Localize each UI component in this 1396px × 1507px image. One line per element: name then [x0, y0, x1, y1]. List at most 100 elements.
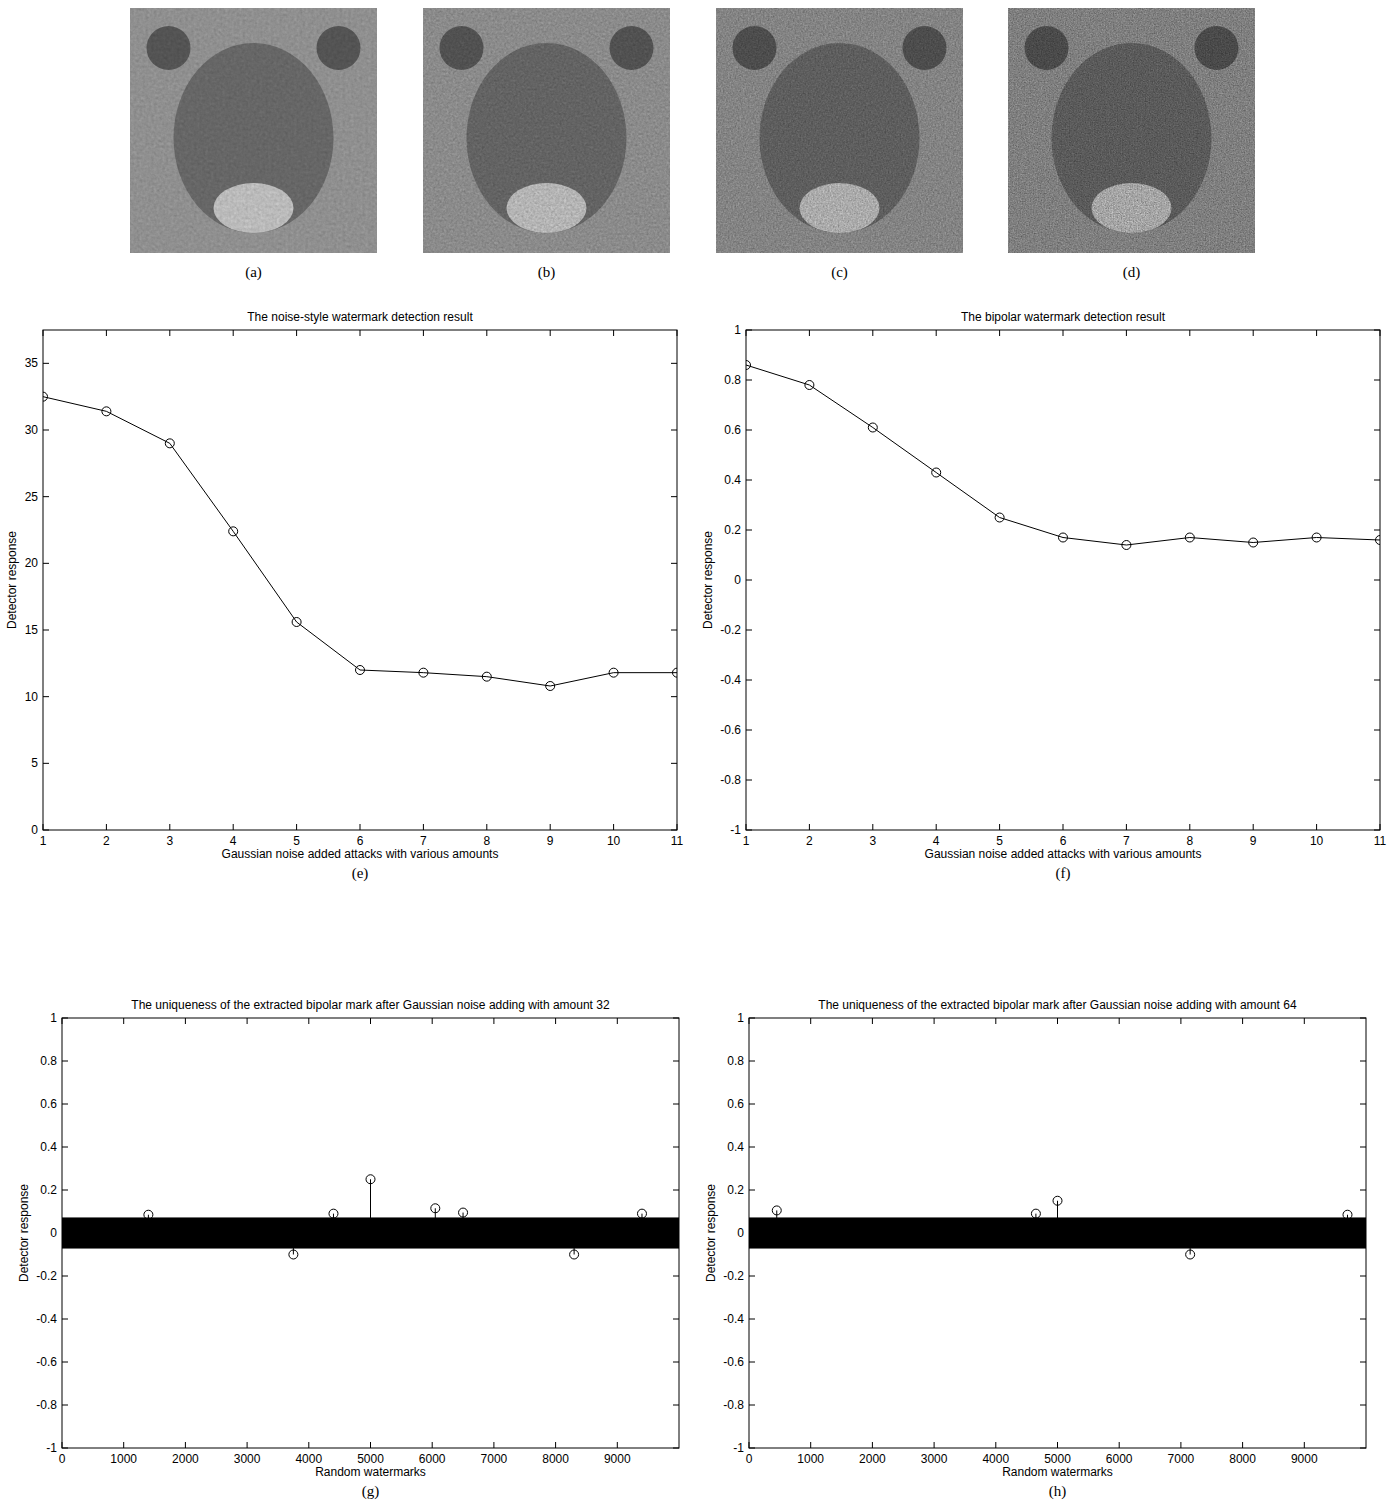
y-tick — [1374, 480, 1380, 481]
marker — [546, 682, 555, 691]
x-tick — [999, 330, 1000, 336]
y-tick-label: 1 — [50, 1011, 57, 1025]
y-tick-label: 20 — [25, 556, 39, 570]
marker — [1185, 533, 1194, 542]
x-tick-label: 1 — [40, 834, 47, 848]
y-tick — [1360, 1190, 1366, 1191]
y-tick-label: 1 — [737, 1011, 744, 1025]
x-tick — [749, 1442, 750, 1448]
x-tick — [1380, 824, 1381, 830]
panel-label: (e) — [352, 865, 369, 882]
x-tick — [423, 824, 424, 830]
x-tick — [617, 1442, 618, 1448]
y-tick — [746, 430, 752, 431]
y-tick — [671, 630, 677, 631]
x-tick — [936, 824, 937, 830]
marker — [932, 468, 941, 477]
stem — [148, 1215, 149, 1233]
y-tick — [62, 1319, 68, 1320]
y-tick-label: 5 — [31, 756, 38, 770]
y-tick — [746, 580, 752, 581]
x-tick-label: 7000 — [1168, 1452, 1195, 1466]
y-tick — [1360, 1147, 1366, 1148]
y-tick — [671, 563, 677, 564]
x-tick — [1119, 1018, 1120, 1024]
x-tick — [872, 1442, 873, 1448]
x-tick-label: 2 — [103, 834, 110, 848]
y-tick-label: -0.4 — [723, 1312, 744, 1326]
x-tick — [934, 1442, 935, 1448]
x-tick-label: 5 — [293, 834, 300, 848]
chart: 0100020003000400050006000700080009000-1-… — [704, 998, 1366, 1500]
x-tick-label: 11 — [671, 834, 684, 848]
x-tick — [247, 1018, 248, 1024]
x-tick — [1253, 824, 1254, 830]
x-tick-label: 5000 — [357, 1452, 384, 1466]
x-tick-label: 8000 — [1229, 1452, 1256, 1466]
y-tick — [1374, 580, 1380, 581]
y-tick — [1360, 1104, 1366, 1105]
y-tick — [1360, 1018, 1366, 1019]
y-tick-label: 0.2 — [40, 1183, 57, 1197]
x-tick — [62, 1018, 63, 1024]
x-tick-label: 4000 — [295, 1452, 322, 1466]
image-panel — [716, 8, 963, 253]
y-tick — [62, 1147, 68, 1148]
x-tick — [936, 330, 937, 336]
y-tick-label: -0.8 — [36, 1398, 57, 1412]
x-tick — [617, 1018, 618, 1024]
y-tick — [749, 1190, 755, 1191]
y-tick-label: -0.8 — [723, 1398, 744, 1412]
x-tick-label: 0 — [746, 1452, 753, 1466]
y-tick — [62, 1061, 68, 1062]
y-tick — [746, 680, 752, 681]
x-tick — [555, 1442, 556, 1448]
x-tick-label: 8 — [483, 834, 490, 848]
x-tick — [999, 824, 1000, 830]
x-tick — [810, 1442, 811, 1448]
data-area — [746, 361, 1380, 550]
y-tick — [62, 1190, 68, 1191]
x-tick — [613, 824, 614, 830]
x-tick — [123, 1018, 124, 1024]
y-tick — [749, 1104, 755, 1105]
y-tick — [673, 1362, 679, 1363]
marker — [144, 1210, 153, 1219]
x-tick — [106, 824, 107, 830]
marker — [570, 1250, 579, 1259]
stem — [293, 1233, 294, 1255]
x-tick — [1063, 330, 1064, 336]
y-tick — [43, 563, 49, 564]
y-tick — [1360, 1061, 1366, 1062]
x-tick-label: 1 — [743, 834, 750, 848]
chart: 123456789101105101520253035The noise-sty… — [5, 310, 683, 882]
x-tick-label: 2000 — [859, 1452, 886, 1466]
marker — [868, 423, 877, 432]
marker — [805, 381, 814, 390]
chart: 0100020003000400050006000700080009000-1-… — [17, 998, 679, 1500]
x-tick-label: 9 — [547, 834, 554, 848]
x-tick — [1057, 1442, 1058, 1448]
x-tick — [749, 1018, 750, 1024]
y-tick — [673, 1448, 679, 1449]
marker — [329, 1209, 338, 1218]
x-tick — [1316, 330, 1317, 336]
y-tick — [62, 1276, 68, 1277]
marker — [292, 618, 301, 627]
chart-title: The uniqueness of the extracted bipolar … — [131, 998, 610, 1012]
x-tick-label: 6000 — [419, 1452, 446, 1466]
x-tick — [169, 824, 170, 830]
x-tick-label: 10 — [1310, 834, 1324, 848]
marker — [1031, 1209, 1040, 1218]
panel-label: (h) — [1049, 1483, 1067, 1500]
x-tick-label: 1000 — [110, 1452, 137, 1466]
x-tick — [1057, 1018, 1058, 1024]
panel-label: (f) — [1056, 865, 1071, 882]
y-tick-label: 0.8 — [40, 1054, 57, 1068]
image-noise — [1008, 8, 1255, 253]
y-tick-label: 0.6 — [724, 423, 741, 437]
x-tick — [185, 1018, 186, 1024]
marker — [746, 361, 751, 370]
x-tick — [872, 330, 873, 336]
x-tick — [1304, 1442, 1305, 1448]
